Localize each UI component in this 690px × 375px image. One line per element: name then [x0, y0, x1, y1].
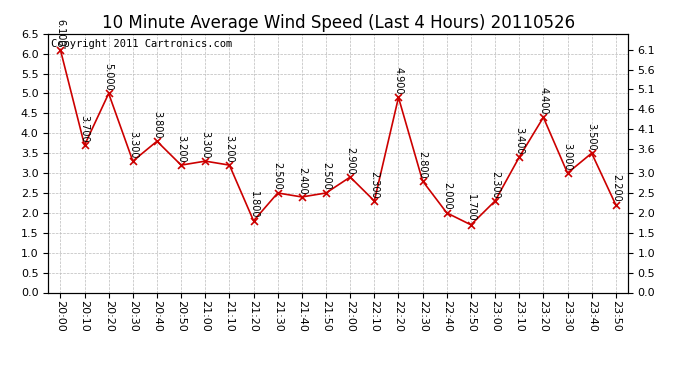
Text: 4.900: 4.900 — [393, 67, 404, 94]
Text: 3.500: 3.500 — [586, 123, 597, 150]
Point — [514, 154, 525, 160]
Text: 1.800: 1.800 — [248, 190, 259, 218]
Text: 3.800: 3.800 — [152, 111, 162, 138]
Text: 6.100: 6.100 — [55, 20, 66, 47]
Text: 3.400: 3.400 — [514, 127, 524, 154]
Text: 2.500: 2.500 — [321, 162, 331, 190]
Point — [586, 150, 598, 156]
Point — [176, 162, 187, 168]
Point — [393, 94, 404, 100]
Point — [297, 194, 308, 200]
Text: 2.300: 2.300 — [369, 171, 380, 198]
Point — [79, 142, 90, 148]
Title: 10 Minute Average Wind Speed (Last 4 Hours) 20110526: 10 Minute Average Wind Speed (Last 4 Hou… — [101, 14, 575, 32]
Point — [466, 222, 477, 228]
Point — [128, 158, 139, 164]
Point — [490, 198, 501, 204]
Point — [321, 190, 332, 196]
Point — [55, 46, 66, 53]
Text: 3.200: 3.200 — [224, 135, 235, 162]
Point — [224, 162, 235, 168]
Text: 5.000: 5.000 — [104, 63, 114, 91]
Point — [200, 158, 211, 164]
Text: 4.400: 4.400 — [538, 87, 549, 115]
Point — [417, 178, 428, 184]
Text: 3.300: 3.300 — [200, 131, 210, 158]
Text: 2.000: 2.000 — [442, 183, 452, 210]
Text: 2.200: 2.200 — [611, 174, 621, 202]
Text: 3.700: 3.700 — [79, 115, 90, 142]
Point — [248, 218, 259, 224]
Text: Copyright 2011 Cartronics.com: Copyright 2011 Cartronics.com — [51, 39, 233, 49]
Point — [345, 174, 356, 180]
Text: 1.700: 1.700 — [466, 194, 476, 222]
Point — [273, 190, 284, 196]
Text: 2.500: 2.500 — [273, 162, 283, 190]
Point — [442, 210, 453, 216]
Point — [611, 202, 622, 208]
Point — [104, 90, 115, 96]
Text: 2.400: 2.400 — [297, 166, 307, 194]
Text: 2.300: 2.300 — [490, 171, 500, 198]
Text: 3.000: 3.000 — [562, 143, 573, 170]
Text: 3.300: 3.300 — [128, 131, 138, 158]
Text: 2.800: 2.800 — [417, 151, 428, 178]
Text: 3.200: 3.200 — [176, 135, 186, 162]
Point — [152, 138, 163, 144]
Point — [369, 198, 380, 204]
Text: 2.900: 2.900 — [345, 147, 355, 174]
Point — [538, 114, 549, 120]
Point — [562, 170, 573, 176]
